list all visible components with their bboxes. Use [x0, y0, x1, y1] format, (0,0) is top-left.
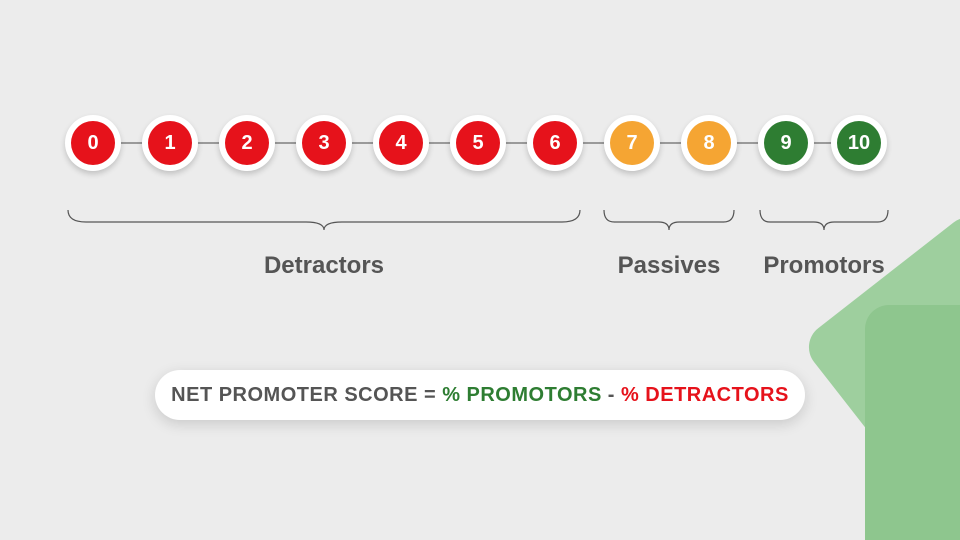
- score-value: 1: [164, 132, 175, 155]
- group-brace-detractors: [68, 210, 580, 237]
- score-circle-7: 7: [604, 115, 660, 171]
- formula-part-0: NET PROMOTER SCORE =: [171, 384, 436, 407]
- score-circle-inner: 9: [764, 121, 808, 165]
- score-value: 5: [472, 132, 483, 155]
- score-value: 8: [703, 132, 714, 155]
- score-value: 10: [848, 132, 870, 155]
- score-value: 7: [626, 132, 637, 155]
- score-circle-inner: 1: [148, 121, 192, 165]
- score-circle-inner: 4: [379, 121, 423, 165]
- formula-part-1: % PROMOTORS: [442, 384, 602, 407]
- score-circle-2: 2: [219, 115, 275, 171]
- formula-pill: NET PROMOTER SCORE = % PROMOTORS-% DETRAC…: [155, 370, 805, 420]
- score-circle-8: 8: [681, 115, 737, 171]
- score-circle-5: 5: [450, 115, 506, 171]
- score-circle-inner: 0: [71, 121, 115, 165]
- score-circle-9: 9: [758, 115, 814, 171]
- formula-part-3: % DETRACTORS: [621, 384, 789, 407]
- score-circle-inner: 7: [610, 121, 654, 165]
- score-circle-0: 0: [65, 115, 121, 171]
- group-brace-passives: [604, 210, 734, 237]
- score-value: 4: [395, 132, 406, 155]
- group-brace-promotors: [760, 210, 888, 237]
- score-circle-inner: 8: [687, 121, 731, 165]
- group-label-detractors: Detractors: [204, 252, 444, 280]
- score-value: 2: [241, 132, 252, 155]
- score-value: 0: [87, 132, 98, 155]
- nps-infographic: 012345678910 Detractors Passives Promoto…: [0, 0, 960, 540]
- score-circle-1: 1: [142, 115, 198, 171]
- score-circle-inner: 6: [533, 121, 577, 165]
- score-circle-inner: 5: [456, 121, 500, 165]
- score-value: 3: [318, 132, 329, 155]
- score-circle-4: 4: [373, 115, 429, 171]
- score-circle-inner: 3: [302, 121, 346, 165]
- score-circle-inner: 2: [225, 121, 269, 165]
- formula-part-2: -: [608, 384, 615, 407]
- score-value: 6: [549, 132, 560, 155]
- score-value: 9: [780, 132, 791, 155]
- score-circle-10: 10: [831, 115, 887, 171]
- score-circle-3: 3: [296, 115, 352, 171]
- group-label-promotors: Promotors: [704, 252, 944, 280]
- score-circle-6: 6: [527, 115, 583, 171]
- score-circle-inner: 10: [837, 121, 881, 165]
